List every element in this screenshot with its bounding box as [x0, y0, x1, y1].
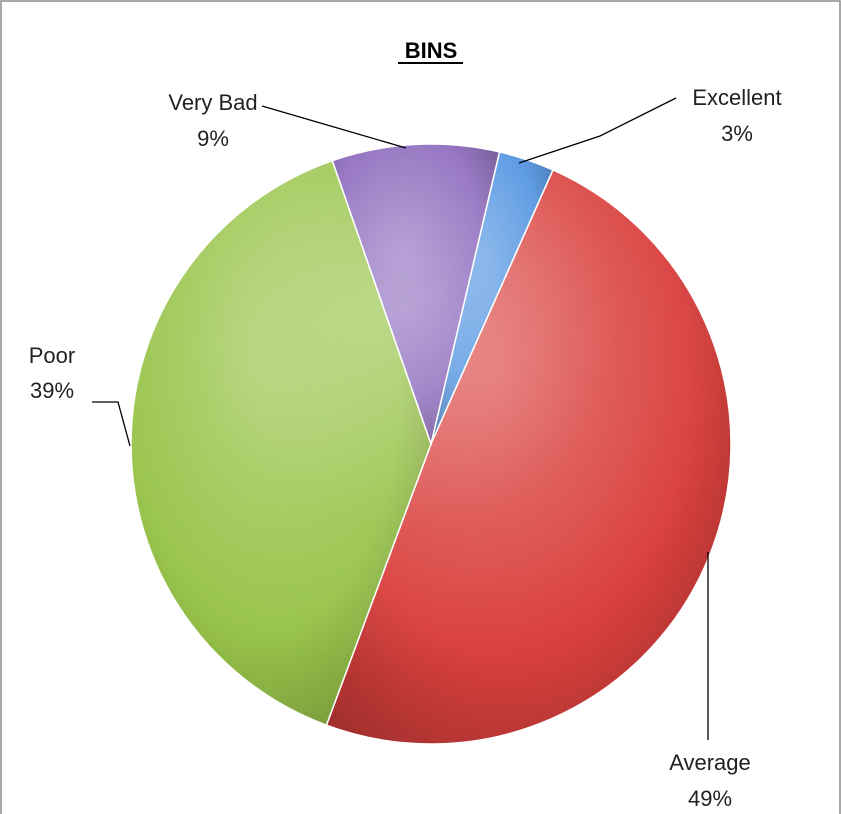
pie-gloss [131, 144, 731, 744]
slice-value-excellent: 3% [721, 121, 753, 146]
leader-line-excellent [518, 97, 677, 164]
leader-line-poor [92, 401, 131, 447]
slice-value-very-bad: 9% [197, 126, 229, 151]
pie-gloss-overlay [131, 144, 731, 744]
chart-title: BINS [405, 38, 458, 63]
slice-value-poor: 39% [30, 378, 74, 403]
slice-label-excellent: Excellent [692, 85, 781, 110]
slice-value-average: 49% [688, 786, 732, 811]
leader-line-very-bad [261, 105, 407, 149]
slice-label-very-bad: Very Bad [168, 90, 257, 115]
leader-lines [92, 97, 709, 740]
slice-labels: Excellent 3% Average 49% Poor 39% Very Bad 9% [29, 85, 782, 811]
slice-label-average: Average [669, 750, 751, 775]
slice-label-poor: Poor [29, 343, 75, 368]
